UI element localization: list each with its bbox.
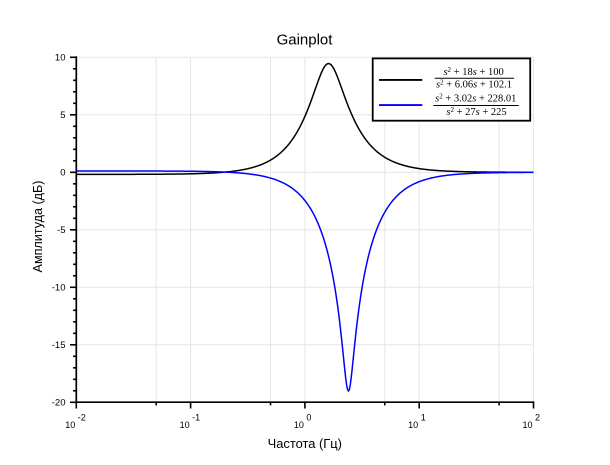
svg-text:Амплитуда (дБ): Амплитуда (дБ) — [31, 181, 45, 273]
svg-text:10: 10 — [522, 420, 532, 430]
svg-text:s2 + 3.02s + 228.01: s2 + 3.02s + 228.01 — [435, 93, 516, 105]
svg-text:s2 + 27s + 225: s2 + 27s + 225 — [446, 106, 506, 118]
svg-text:2: 2 — [535, 412, 540, 422]
svg-text:0: 0 — [306, 412, 311, 422]
svg-text:10: 10 — [65, 420, 75, 430]
svg-text:-1: -1 — [192, 412, 200, 422]
svg-text:s2 + 18s + 100: s2 + 18s + 100 — [443, 66, 503, 78]
svg-text:10: 10 — [294, 420, 304, 430]
svg-text:Частота (Гц): Частота (Гц) — [268, 436, 342, 451]
svg-text:s2 + 6.06s + 102.1: s2 + 6.06s + 102.1 — [436, 79, 512, 91]
svg-text:-15: -15 — [52, 340, 66, 351]
svg-text:-5: -5 — [57, 225, 65, 236]
svg-text:-20: -20 — [52, 398, 66, 409]
svg-text:0: 0 — [60, 168, 65, 179]
svg-text:10: 10 — [55, 53, 66, 64]
svg-text:10: 10 — [408, 420, 418, 430]
svg-text:1: 1 — [421, 412, 426, 422]
svg-text:5: 5 — [60, 110, 65, 121]
svg-text:-2: -2 — [78, 412, 86, 422]
svg-text:Gainplot: Gainplot — [277, 31, 334, 48]
svg-text:10: 10 — [180, 420, 190, 430]
svg-text:-10: -10 — [52, 283, 66, 294]
